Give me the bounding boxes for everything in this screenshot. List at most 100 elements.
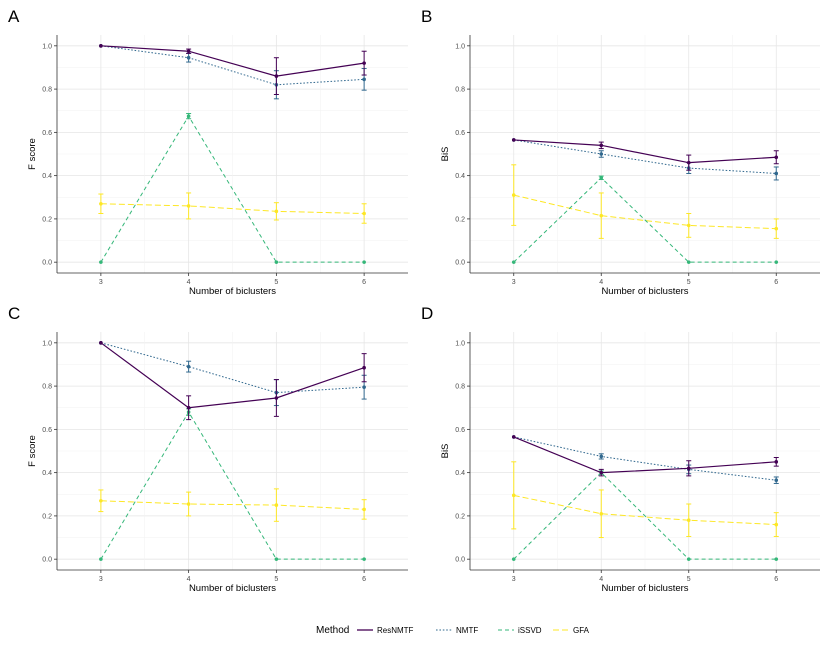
data-point — [362, 61, 366, 65]
series-line — [513, 471, 777, 560]
legend-item-gfa: GFA — [553, 626, 590, 635]
x-tick-label: 6 — [362, 279, 366, 286]
data-point — [99, 260, 103, 264]
y-tick-label: 0.0 — [42, 260, 52, 267]
legend-title: Method — [316, 625, 349, 636]
data-point — [599, 152, 604, 156]
legend-label: NMTF — [456, 626, 478, 635]
y-axis-title: F score — [27, 138, 38, 170]
data-point — [686, 260, 691, 264]
y-tick-label: 0.8 — [42, 87, 52, 94]
x-axis-title: Number of biclusters — [189, 583, 276, 594]
x-tick-label: 4 — [187, 576, 191, 583]
data-point — [686, 557, 691, 561]
series-line — [513, 177, 777, 263]
series-line — [100, 45, 365, 77]
panel-label: D — [421, 304, 433, 323]
data-point — [99, 44, 103, 48]
panel-a: 0.0 0.2 0.4 0.6 0.8 1.0 3 4 5 6 Number of bicluste… — [8, 7, 408, 297]
series-line — [100, 411, 365, 560]
y-tick-label: 1.0 — [42, 43, 52, 50]
data-point — [774, 522, 779, 527]
data-point — [186, 114, 191, 118]
gridlines — [470, 332, 820, 570]
y-tick-label: 1.0 — [455, 340, 465, 347]
y-tick-label: 0.8 — [455, 87, 465, 94]
y-tick-label: 0.4 — [455, 470, 465, 477]
series-line — [513, 494, 777, 526]
gridlines — [57, 35, 408, 273]
data-point — [186, 49, 191, 54]
data-point — [511, 557, 516, 561]
data-point — [99, 341, 103, 345]
series-resnmtf — [99, 341, 367, 421]
data-point — [599, 213, 604, 218]
series-line — [513, 139, 777, 164]
data-point — [186, 405, 191, 410]
data-point — [362, 557, 366, 561]
x-tick-label: 6 — [362, 576, 366, 583]
y-tick-label: 0.6 — [42, 130, 52, 137]
data-point — [774, 460, 779, 464]
x-tick-label: 3 — [512, 279, 516, 286]
data-point — [274, 557, 279, 561]
series-line — [100, 203, 365, 214]
data-point — [362, 211, 366, 216]
legend-item-issvd: iSSVD — [498, 626, 542, 635]
data-point — [774, 226, 779, 231]
panel-label: B — [421, 7, 432, 26]
series-line — [100, 342, 365, 394]
data-point — [511, 435, 516, 439]
series-resnmtf — [511, 435, 779, 477]
series-resnmtf — [99, 44, 367, 95]
series-line — [100, 115, 365, 263]
x-tick-label: 4 — [599, 279, 603, 286]
x-axis-title: Number of biclusters — [601, 286, 688, 297]
series-line — [513, 436, 777, 481]
data-point — [362, 260, 366, 264]
x-tick-label: 5 — [274, 576, 278, 583]
series-issvd — [511, 175, 779, 264]
data-point — [99, 498, 103, 503]
series-line — [100, 342, 365, 409]
y-tick-label: 0.4 — [42, 470, 52, 477]
x-tick-label: 5 — [274, 279, 278, 286]
y-tick-label: 0.0 — [455, 260, 465, 267]
legend-item-nmtf: NMTF — [436, 626, 478, 635]
panel-label: A — [8, 7, 20, 26]
panel-b: 0.0 0.2 0.4 0.6 0.8 1.0 3 4 5 6 Number of bicluste… — [421, 7, 820, 297]
data-point — [686, 223, 691, 228]
legend-label: iSSVD — [518, 626, 542, 635]
panel-c: 0.0 0.2 0.4 0.6 0.8 1.0 3 4 5 6 Number of bicluste… — [8, 304, 408, 594]
y-tick-label: 0.8 — [455, 384, 465, 391]
series-gfa — [98, 192, 367, 224]
data-point — [774, 171, 779, 176]
series-resnmtf — [511, 138, 779, 171]
x-tick-label: 3 — [99, 576, 103, 583]
y-tick-label: 0.4 — [42, 173, 52, 180]
data-point — [362, 77, 366, 82]
data-point — [774, 557, 779, 561]
y-tick-label: 0.2 — [455, 216, 465, 223]
series-line — [513, 194, 777, 230]
series-nmtf — [99, 341, 367, 407]
y-tick-label: 1.0 — [455, 43, 465, 50]
legend-label: ResNMTF — [377, 626, 414, 635]
data-point — [774, 260, 779, 264]
data-point — [99, 557, 103, 561]
data-point — [511, 138, 516, 142]
data-point — [186, 502, 191, 506]
data-point — [274, 503, 279, 507]
data-point — [274, 74, 279, 78]
data-point — [774, 478, 779, 483]
x-tick-label: 3 — [512, 576, 516, 583]
data-point — [186, 364, 191, 369]
series-gfa — [511, 164, 779, 239]
panel-d: 0.0 0.2 0.4 0.6 0.8 1.0 3 4 5 6 Number of bicluste… — [421, 304, 820, 594]
data-point — [274, 260, 279, 264]
legend: Method ResNMTF NMTF iSSVD GFA — [316, 625, 590, 636]
x-tick-label: 5 — [687, 279, 691, 286]
y-tick-label: 0.6 — [455, 130, 465, 137]
data-point — [274, 209, 279, 214]
